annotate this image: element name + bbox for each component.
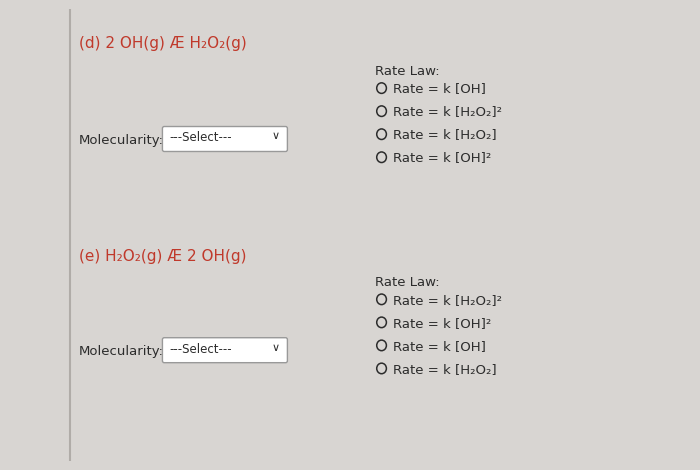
Text: ---Select---: ---Select--- [169, 131, 232, 144]
Text: Rate = k [OH]²: Rate = k [OH]² [393, 151, 491, 164]
Text: Rate Law:: Rate Law: [375, 65, 440, 78]
Text: ∨: ∨ [272, 131, 280, 141]
Text: ∨: ∨ [272, 343, 280, 352]
Text: Molecularity:: Molecularity: [79, 134, 164, 147]
Text: Rate = k [H₂O₂]²: Rate = k [H₂O₂]² [393, 294, 502, 306]
Text: Rate = k [H₂O₂]²: Rate = k [H₂O₂]² [393, 105, 502, 118]
Text: (e) H₂O₂(g) Æ 2 OH(g): (e) H₂O₂(g) Æ 2 OH(g) [79, 250, 246, 265]
Text: Rate = k [OH]²: Rate = k [OH]² [393, 317, 491, 329]
FancyBboxPatch shape [162, 126, 288, 151]
Text: Rate = k [OH]: Rate = k [OH] [393, 82, 486, 95]
Text: Molecularity:: Molecularity: [79, 345, 164, 359]
Text: Rate Law:: Rate Law: [375, 276, 440, 289]
Text: Rate = k [OH]: Rate = k [OH] [393, 340, 486, 352]
Text: (d) 2 OH(g) Æ H₂O₂(g): (d) 2 OH(g) Æ H₂O₂(g) [79, 36, 246, 51]
Text: ---Select---: ---Select--- [169, 343, 232, 355]
Text: Rate = k [H₂O₂]: Rate = k [H₂O₂] [393, 128, 496, 141]
Text: Rate = k [H₂O₂]: Rate = k [H₂O₂] [393, 363, 496, 376]
FancyBboxPatch shape [162, 338, 288, 363]
